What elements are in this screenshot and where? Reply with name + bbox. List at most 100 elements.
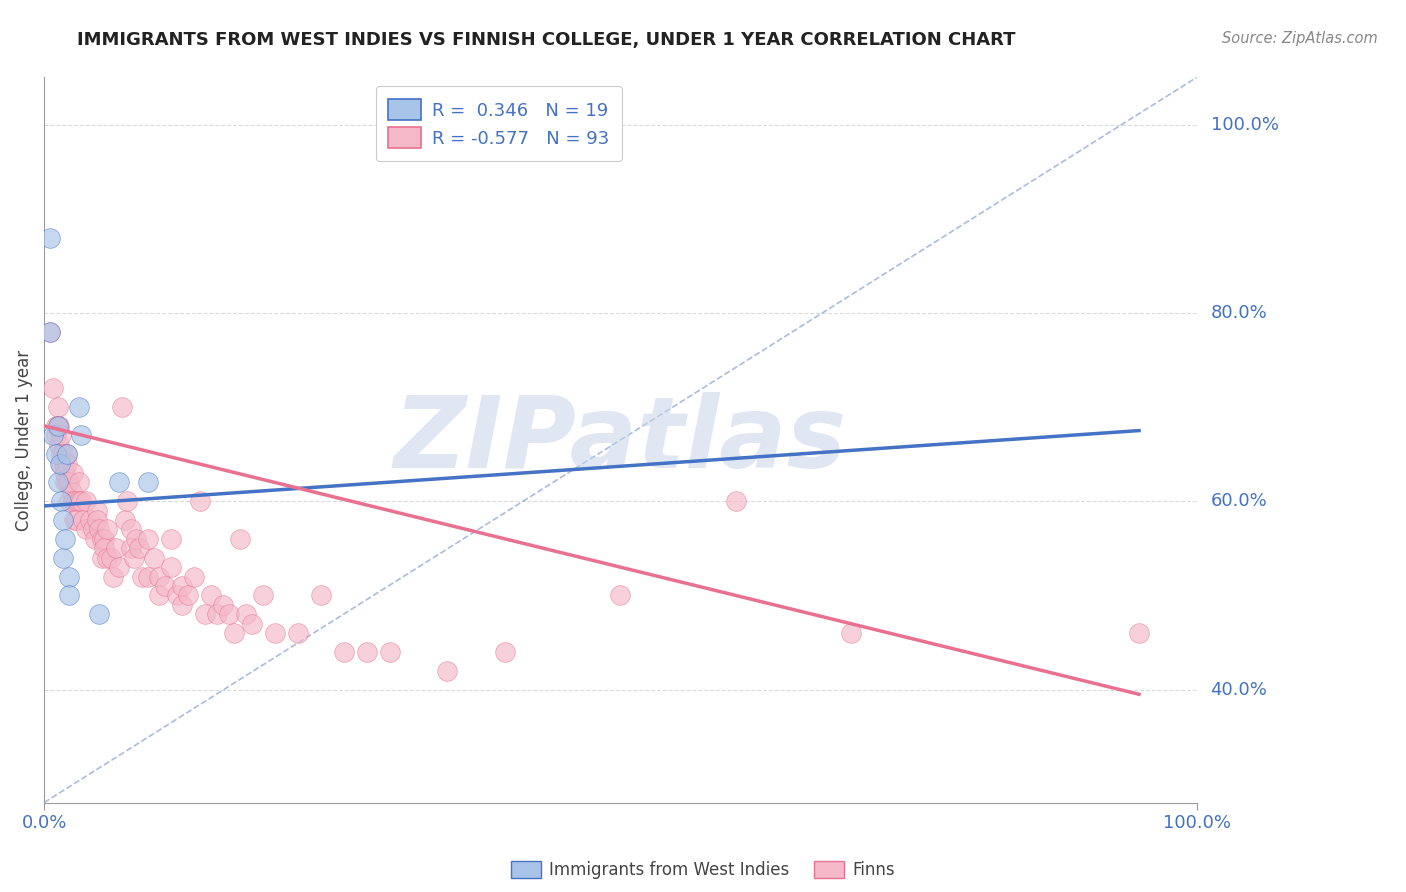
Point	[96, 523, 118, 537]
Text: IMMIGRANTS FROM WEST INDIES VS FINNISH COLLEGE, UNDER 1 YEAR CORRELATION CHART: IMMIGRANTS FROM WEST INDIES VS FINNISH C…	[77, 31, 1015, 49]
Point	[108, 560, 131, 574]
Point	[160, 560, 183, 574]
Point	[58, 475, 80, 490]
Point	[200, 588, 222, 602]
Point	[45, 447, 67, 461]
Point	[609, 588, 631, 602]
Point	[86, 513, 108, 527]
Point	[378, 645, 401, 659]
Text: 60.0%: 60.0%	[1211, 492, 1267, 510]
Point	[309, 588, 332, 602]
Point	[235, 607, 257, 622]
Legend: R =  0.346   N = 19, R = -0.577   N = 93: R = 0.346 N = 19, R = -0.577 N = 93	[375, 87, 621, 161]
Point	[122, 550, 145, 565]
Point	[56, 447, 79, 461]
Point	[724, 494, 747, 508]
Point	[128, 541, 150, 556]
Text: 80.0%: 80.0%	[1211, 304, 1267, 322]
Point	[53, 475, 76, 490]
Point	[42, 381, 65, 395]
Text: 100.0%: 100.0%	[1211, 116, 1278, 134]
Point	[172, 598, 194, 612]
Point	[38, 325, 60, 339]
Point	[63, 513, 86, 527]
Point	[46, 418, 69, 433]
Point	[93, 541, 115, 556]
Text: 40.0%: 40.0%	[1211, 681, 1267, 698]
Point	[160, 532, 183, 546]
Point	[51, 494, 73, 508]
Point	[148, 588, 170, 602]
Point	[100, 550, 122, 565]
Point	[287, 626, 309, 640]
Point	[46, 418, 69, 433]
Point	[75, 523, 97, 537]
Point	[1128, 626, 1150, 640]
Point	[332, 645, 354, 659]
Point	[46, 475, 69, 490]
Point	[136, 475, 159, 490]
Point	[252, 588, 274, 602]
Point	[38, 325, 60, 339]
Point	[65, 513, 87, 527]
Point	[136, 569, 159, 583]
Point	[58, 569, 80, 583]
Point	[205, 607, 228, 622]
Point	[62, 494, 84, 508]
Point	[111, 400, 134, 414]
Point	[839, 626, 862, 640]
Point	[58, 494, 80, 508]
Point	[89, 607, 111, 622]
Point	[48, 438, 70, 452]
Point	[51, 447, 73, 461]
Point	[224, 626, 246, 640]
Point	[67, 400, 90, 414]
Point	[211, 598, 233, 612]
Point	[89, 523, 111, 537]
Point	[120, 541, 142, 556]
Point	[56, 457, 79, 471]
Point	[53, 532, 76, 546]
Point	[46, 400, 69, 414]
Text: Source: ZipAtlas.com: Source: ZipAtlas.com	[1222, 31, 1378, 46]
Point	[70, 428, 93, 442]
Point	[183, 569, 205, 583]
Point	[45, 428, 67, 442]
Point	[38, 230, 60, 244]
Point	[90, 550, 112, 565]
Point	[70, 494, 93, 508]
Point	[90, 532, 112, 546]
Text: ZIPatlas: ZIPatlas	[394, 392, 846, 489]
Y-axis label: College, Under 1 year: College, Under 1 year	[15, 350, 32, 531]
Point	[45, 418, 67, 433]
Point	[51, 513, 73, 527]
Point	[115, 494, 138, 508]
Legend: Immigrants from West Indies, Finns: Immigrants from West Indies, Finns	[506, 855, 900, 884]
Point	[108, 475, 131, 490]
Point	[142, 550, 165, 565]
Point	[79, 513, 101, 527]
Point	[83, 532, 105, 546]
Point	[65, 494, 87, 508]
Point	[51, 447, 73, 461]
Point	[51, 457, 73, 471]
Point	[53, 466, 76, 480]
Point	[188, 494, 211, 508]
Point	[104, 541, 127, 556]
Point	[75, 494, 97, 508]
Point	[218, 607, 240, 622]
Point	[56, 475, 79, 490]
Point	[42, 428, 65, 442]
Point	[56, 447, 79, 461]
Point	[51, 550, 73, 565]
Point	[229, 532, 252, 546]
Point	[177, 588, 200, 602]
Point	[67, 475, 90, 490]
Point	[60, 484, 83, 499]
Point	[494, 645, 516, 659]
Point	[131, 569, 153, 583]
Point	[67, 494, 90, 508]
Point	[93, 532, 115, 546]
Point	[51, 428, 73, 442]
Point	[136, 532, 159, 546]
